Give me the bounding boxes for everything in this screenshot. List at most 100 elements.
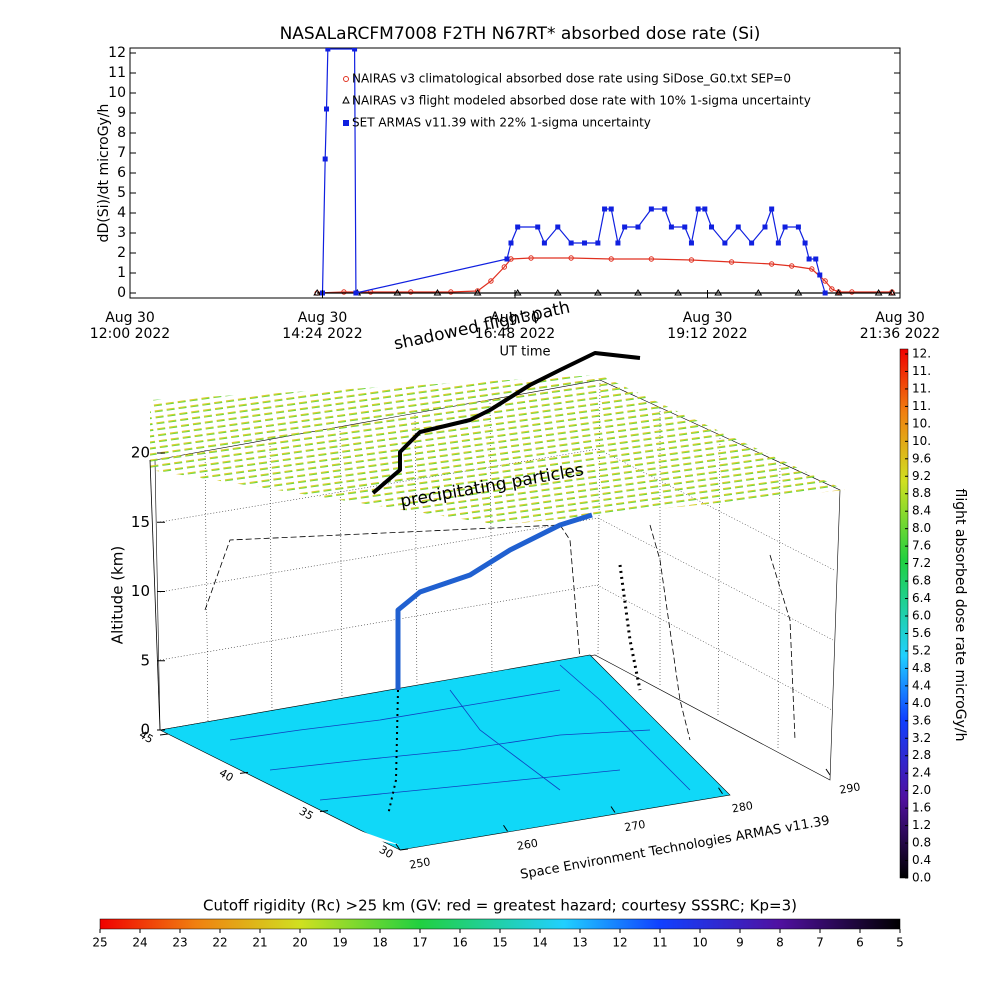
colorbar-tick-label: 0.4 <box>912 853 931 867</box>
point <box>688 257 695 263</box>
lon-tick <box>503 824 508 832</box>
lat-tick-label: 40 <box>217 766 236 784</box>
colorbar-tick-label: 9.2 <box>912 469 931 483</box>
x-tick-label: 14:24 2022 <box>282 326 362 342</box>
colorbar-tick-label: 2.0 <box>912 783 931 797</box>
colorbar-tick-label: 11. <box>912 364 931 378</box>
y-tick-label: 0 <box>117 285 126 301</box>
point <box>568 240 574 246</box>
plot-frame <box>129 47 901 299</box>
point <box>488 278 494 284</box>
lon-tick-label: 280 <box>731 799 754 815</box>
legend-label: SET ARMAS v11.39 with 22% 1-sigma uncert… <box>352 116 651 130</box>
point <box>829 286 835 292</box>
point <box>322 156 328 162</box>
colorbar-tick-label: 23 <box>172 936 187 950</box>
lat-tick <box>239 771 249 774</box>
point <box>702 206 708 212</box>
colorbar-tick-label: 14 <box>532 936 547 950</box>
point <box>595 240 601 246</box>
point <box>817 272 823 278</box>
point <box>769 206 775 212</box>
colorbar-tick-label: 16 <box>452 936 467 950</box>
lon-tick <box>825 768 831 776</box>
point <box>888 289 896 296</box>
legend-marker <box>343 76 349 82</box>
x-tick-label: 19:12 2022 <box>667 326 747 342</box>
colorbar-tick-label: 9 <box>736 936 744 950</box>
lat-tick-label: 35 <box>297 805 316 823</box>
point <box>648 206 654 212</box>
x-tick-label: 16:48 2022 <box>475 326 555 342</box>
x-tick-label: Aug 30 <box>105 310 155 326</box>
x-tick-label: Aug 30 <box>875 310 925 326</box>
point <box>722 240 728 246</box>
colorbar-tick-label: 4.8 <box>912 661 931 675</box>
scene-3d <box>149 351 845 851</box>
colorbar-tick-label: 10 <box>692 936 707 950</box>
point <box>541 240 547 246</box>
colorbar-tick-label: 7.2 <box>912 556 931 570</box>
colorbar-tick-label: 24 <box>132 936 147 950</box>
annotation: Space Environment Technologies ARMAS v11… <box>519 813 831 882</box>
point <box>324 106 330 112</box>
y-tick-label: 8 <box>117 125 126 141</box>
point <box>608 206 614 212</box>
point <box>768 261 775 267</box>
colorbar-tick-label: 18 <box>372 936 387 950</box>
colorbar-tick-label: 6.0 <box>912 609 931 623</box>
point <box>448 289 454 295</box>
point <box>802 240 808 246</box>
lat-tick <box>159 733 169 736</box>
y-tick-label: 9 <box>117 105 126 121</box>
y-tick-label: 1 <box>117 265 126 281</box>
colorbar-tick-label: 22 <box>212 936 227 950</box>
colorbar-tick-label: 9.6 <box>912 451 931 465</box>
x-tick-label: 21:36 2022 <box>860 326 940 342</box>
point <box>393 289 402 296</box>
lon-tick <box>395 843 401 851</box>
point <box>622 224 628 230</box>
colorbar-tick-label: 6.4 <box>912 591 931 605</box>
point <box>608 256 614 262</box>
point <box>682 224 688 230</box>
colorbar-tick-label: 20 <box>292 936 307 950</box>
lat-tick <box>399 848 409 851</box>
colorbar-tick-label: 5 <box>896 936 904 950</box>
colorbar-tick-label: 0.0 <box>912 871 931 885</box>
lon-tick-label: 260 <box>516 837 539 853</box>
colorbar-tick-label: 1.2 <box>912 818 931 832</box>
point <box>782 224 788 230</box>
point <box>775 240 781 246</box>
lon-tick-label: 270 <box>623 818 646 834</box>
y-tick-label: 5 <box>117 185 126 201</box>
point <box>568 255 574 261</box>
colorbar-tick-label: 4.0 <box>912 696 931 710</box>
point <box>714 289 723 296</box>
x-tick-label: Aug 30 <box>298 310 348 326</box>
lon-tick <box>718 787 723 795</box>
x-tick-label: Aug 30 <box>683 310 733 326</box>
point <box>313 289 322 296</box>
point <box>504 256 510 262</box>
z-tick-label: 5 <box>140 651 150 669</box>
colorbar-tick-label: 12. <box>912 347 931 361</box>
colorbar-tick-label: 6 <box>856 936 864 950</box>
point <box>822 278 828 284</box>
point <box>789 263 795 269</box>
y-tick-label: 12 <box>108 45 126 61</box>
point <box>408 289 414 295</box>
colorbar-tick-label: 8 <box>776 936 784 950</box>
legend-marker <box>343 120 349 126</box>
y-tick-label: 6 <box>117 165 126 181</box>
point <box>555 224 561 230</box>
chart-title: NASALaRCFM7008 F2TH N67RT* absorbed dose… <box>280 24 761 44</box>
colorbar-tick-label: 6.8 <box>912 574 931 588</box>
point <box>513 289 522 296</box>
colorbar-tick-label: 11. <box>912 399 931 413</box>
colorbar-tick-label: 2.8 <box>912 748 931 762</box>
point <box>794 289 803 296</box>
point <box>762 224 768 230</box>
